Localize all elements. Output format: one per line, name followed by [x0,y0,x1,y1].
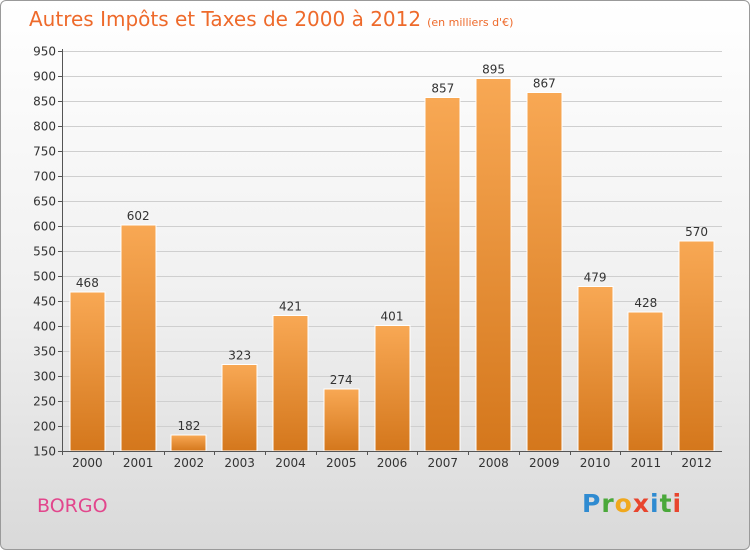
bar-value-label: 182 [177,419,200,433]
bar [170,434,207,452]
y-tick-label: 600 [33,220,56,234]
bar [526,92,563,452]
bar-value-label: 570 [685,225,708,239]
x-tick-label: 2007 [427,456,458,470]
chart-title: Autres Impôts et Taxes de 2000 à 2012 (en… [29,7,513,31]
y-tick-label: 500 [33,270,56,284]
x-tick-label: 2012 [681,456,712,470]
bar [272,315,309,452]
bar [424,97,461,452]
x-tick-label: 2004 [275,456,306,470]
logo-letter: r [601,489,615,518]
bar [323,388,360,452]
logo-letter: P [582,489,602,518]
y-tick-label: 550 [33,245,56,259]
bar [69,291,106,452]
bar-value-label: 602 [127,209,150,223]
bar [374,325,411,452]
y-tick-label: 950 [33,45,56,59]
place-name: BORGO [37,495,108,517]
x-tick-label: 2001 [123,456,154,470]
y-tick-label: 450 [33,295,56,309]
logo-letter: i [672,489,683,518]
x-tick-label: 2002 [174,456,205,470]
labels: 150 200 250 300 350 400 450 500 550 600 650 700 750 8… [33,45,712,471]
y-tick-label: 350 [33,345,56,359]
x-tick-label: 2011 [631,456,662,470]
bar-value-label: 468 [76,276,99,290]
y-tick-label: 250 [33,395,56,409]
y-tick-label: 400 [33,320,56,334]
bar-value-label: 428 [634,296,657,310]
bar-value-label: 421 [279,300,302,314]
x-tick-label: 2006 [377,456,408,470]
x-tick-label: 2009 [529,456,560,470]
y-tick-label: 650 [33,195,56,209]
logo-letter: o [614,489,633,518]
x-tick-label: 2008 [478,456,509,470]
title-text: Autres Impôts et Taxes de 2000 à 2012 [29,7,422,31]
x-tick-label: 2010 [580,456,611,470]
y-tick-label: 850 [33,95,56,109]
bar [627,311,664,452]
bar-value-label: 857 [431,82,454,96]
y-tick-label: 300 [33,370,56,384]
bar [475,78,512,452]
bar-value-label: 274 [330,373,353,387]
bar [120,224,157,452]
bar [221,364,258,452]
y-tick-label: 750 [33,145,56,159]
bar-value-label: 479 [584,271,607,285]
x-tick-label: 2000 [72,456,103,470]
y-tick-label: 150 [33,445,56,459]
axes [58,49,722,455]
bar [577,286,614,452]
logo-letter: t [659,489,673,518]
y-tick-label: 800 [33,120,56,134]
bars [69,78,715,452]
bar-value-label: 323 [228,349,251,363]
x-tick-label: 2005 [326,456,357,470]
title-unit: (en milliers d'€) [427,16,514,29]
bar-value-label: 401 [381,310,404,324]
logo-letter: x [632,489,650,518]
logo-letter: i [650,489,660,518]
y-tick-label: 900 [33,70,56,84]
bar [678,240,715,452]
bar-value-label: 895 [482,63,505,77]
y-tick-label: 200 [33,420,56,434]
x-tick-label: 2003 [224,456,255,470]
y-tick-label: 700 [33,170,56,184]
bar-value-label: 867 [533,77,556,91]
proxiti-logo[interactable]: Proxiti [582,489,682,518]
